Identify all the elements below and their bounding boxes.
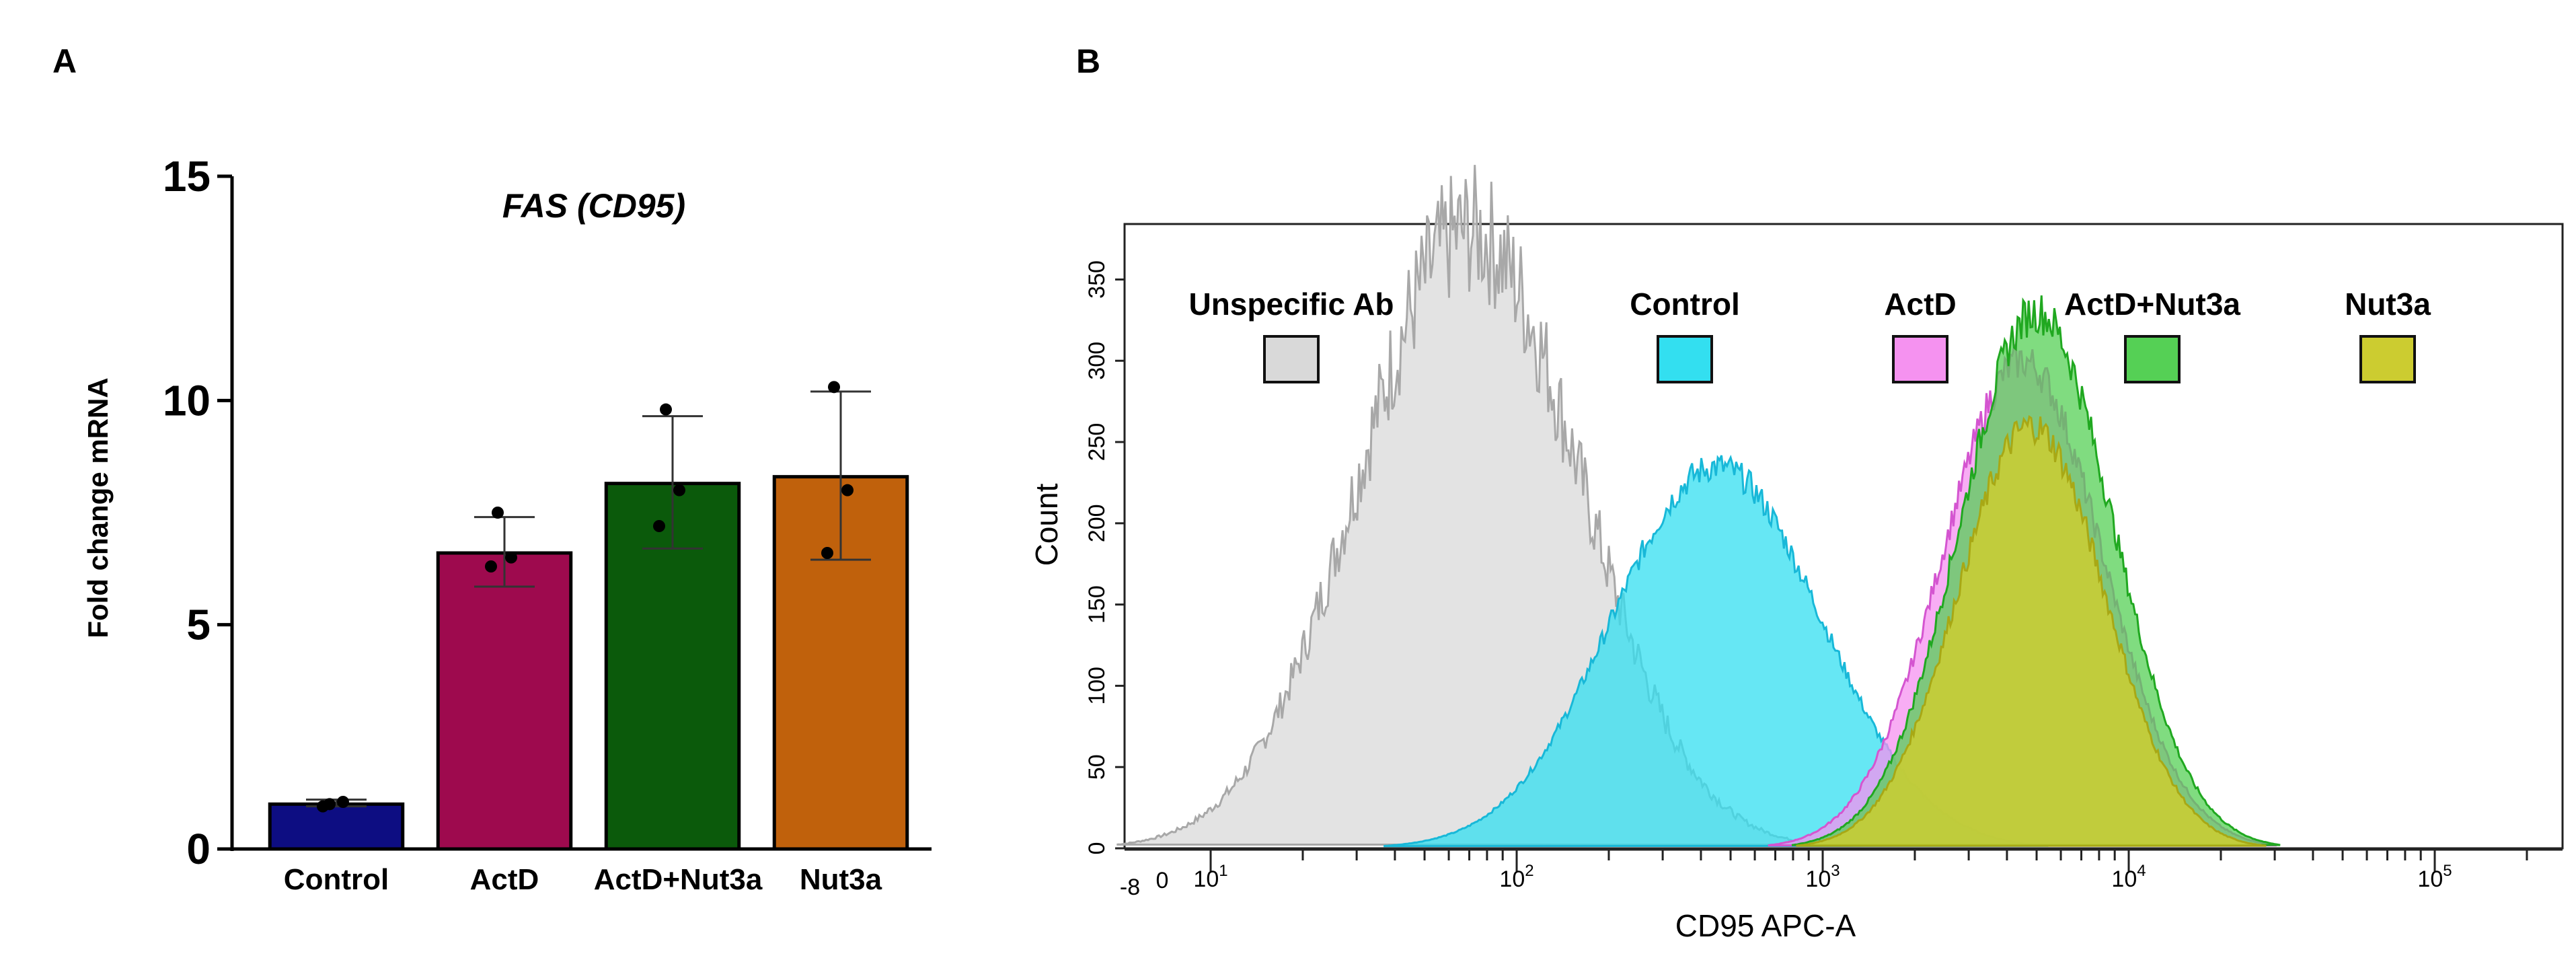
histogram-y-tick-label: 300 [1084, 342, 1110, 380]
replicate-point [317, 800, 329, 813]
histogram-x-tick-label: 102 [1499, 862, 1533, 892]
legend-swatch [1892, 335, 1948, 383]
histogram-y-tick-label: 100 [1084, 667, 1110, 705]
bar-nut3a [772, 475, 909, 851]
histogram-series-nut3a [1796, 415, 2267, 847]
histogram-series-areas [1116, 165, 2281, 848]
histogram-y-tick-label: 250 [1084, 423, 1110, 461]
histogram-x-tick-label: 0 [1156, 868, 1169, 893]
bar-chart: FAS (CD95) Fold change mRNA 0 5 10 15 Contr… [82, 152, 932, 896]
histogram-y-tick-label: 350 [1084, 260, 1110, 299]
replicate-point [828, 381, 840, 394]
bar-chart-category-label: ActD+Nut3a [594, 863, 763, 896]
bar-chart-category-label: Nut3a [800, 863, 882, 896]
legend-swatch [2359, 335, 2416, 383]
histogram-y-tick-label: 0 [1084, 842, 1110, 855]
histogram-legend: Unspecific Ab Control ActD ActD+Nut3a Nut3a [1188, 287, 2431, 383]
legend-swatch [1263, 335, 1320, 383]
legend-label: Unspecific Ab [1188, 287, 1394, 322]
replicate-point [821, 547, 833, 559]
histogram-y-tick-label: 200 [1084, 504, 1110, 542]
histogram-y-axis-label: Count [1029, 483, 1064, 566]
histogram-x-tick-label: 105 [2417, 862, 2452, 892]
bar-chart-title: FAS (CD95) [502, 187, 685, 225]
replicate-point [660, 403, 672, 416]
bar-chart-y-axis-label: Fold change mRNA [82, 377, 114, 638]
histogram-x-tick-label: 103 [1805, 862, 1840, 892]
bar-control [268, 802, 405, 851]
bar-chart-y-ticks: 0 5 10 15 [163, 152, 232, 873]
legend-label: ActD [1884, 287, 1956, 322]
legend-swatch [1657, 335, 1713, 383]
bar-chart-category-label: Control [284, 863, 389, 896]
replicate-point [337, 796, 349, 808]
replicate-point [505, 551, 517, 564]
bar-chart-y-tick-label: 0 [186, 825, 211, 873]
replicate-point [673, 484, 685, 496]
histogram-y-tick-label: 50 [1084, 754, 1110, 780]
replicate-point [653, 520, 665, 532]
bar-actd [436, 551, 573, 851]
histogram-x-tick-label: 101 [1193, 862, 1227, 892]
panel-b-label: B [1076, 42, 1100, 80]
legend-label: Nut3a [2345, 287, 2431, 322]
bar-chart-bars [268, 381, 909, 851]
histogram-x-tick-label: -8 [1120, 875, 1140, 900]
replicate-point [485, 560, 497, 572]
histogram-x-ticks: -8 0 101 102 103 104 105 [1120, 848, 2563, 900]
bar-chart-y-tick-label: 5 [186, 601, 211, 649]
bar-chart-y-tick-label: 10 [163, 376, 211, 424]
bar-chart-category-labels: Control ActD ActD+Nut3a Nut3a [284, 863, 882, 896]
bar-chart-y-tick-label: 15 [163, 152, 211, 200]
replicate-point [841, 484, 854, 496]
histogram-y-tick-label: 150 [1084, 585, 1110, 624]
histogram-y-ticks: 0 50 100 150 200 250 300 350 [1084, 260, 1125, 854]
histogram-x-tick-label: 104 [2111, 862, 2146, 892]
replicate-point [492, 507, 504, 519]
histogram-x-axis-label: CD95 APC-A [1675, 908, 1856, 943]
legend-label: Control [1630, 287, 1740, 322]
legend-swatch [2124, 335, 2181, 383]
panel-a-label: A [52, 42, 77, 80]
histogram-chart: 0 50 100 150 200 250 300 350 -8 0 101 102 103 104 105… [1029, 165, 2564, 943]
bar-chart-category-label: ActD [470, 863, 539, 896]
legend-label: ActD+Nut3a [2064, 287, 2240, 322]
